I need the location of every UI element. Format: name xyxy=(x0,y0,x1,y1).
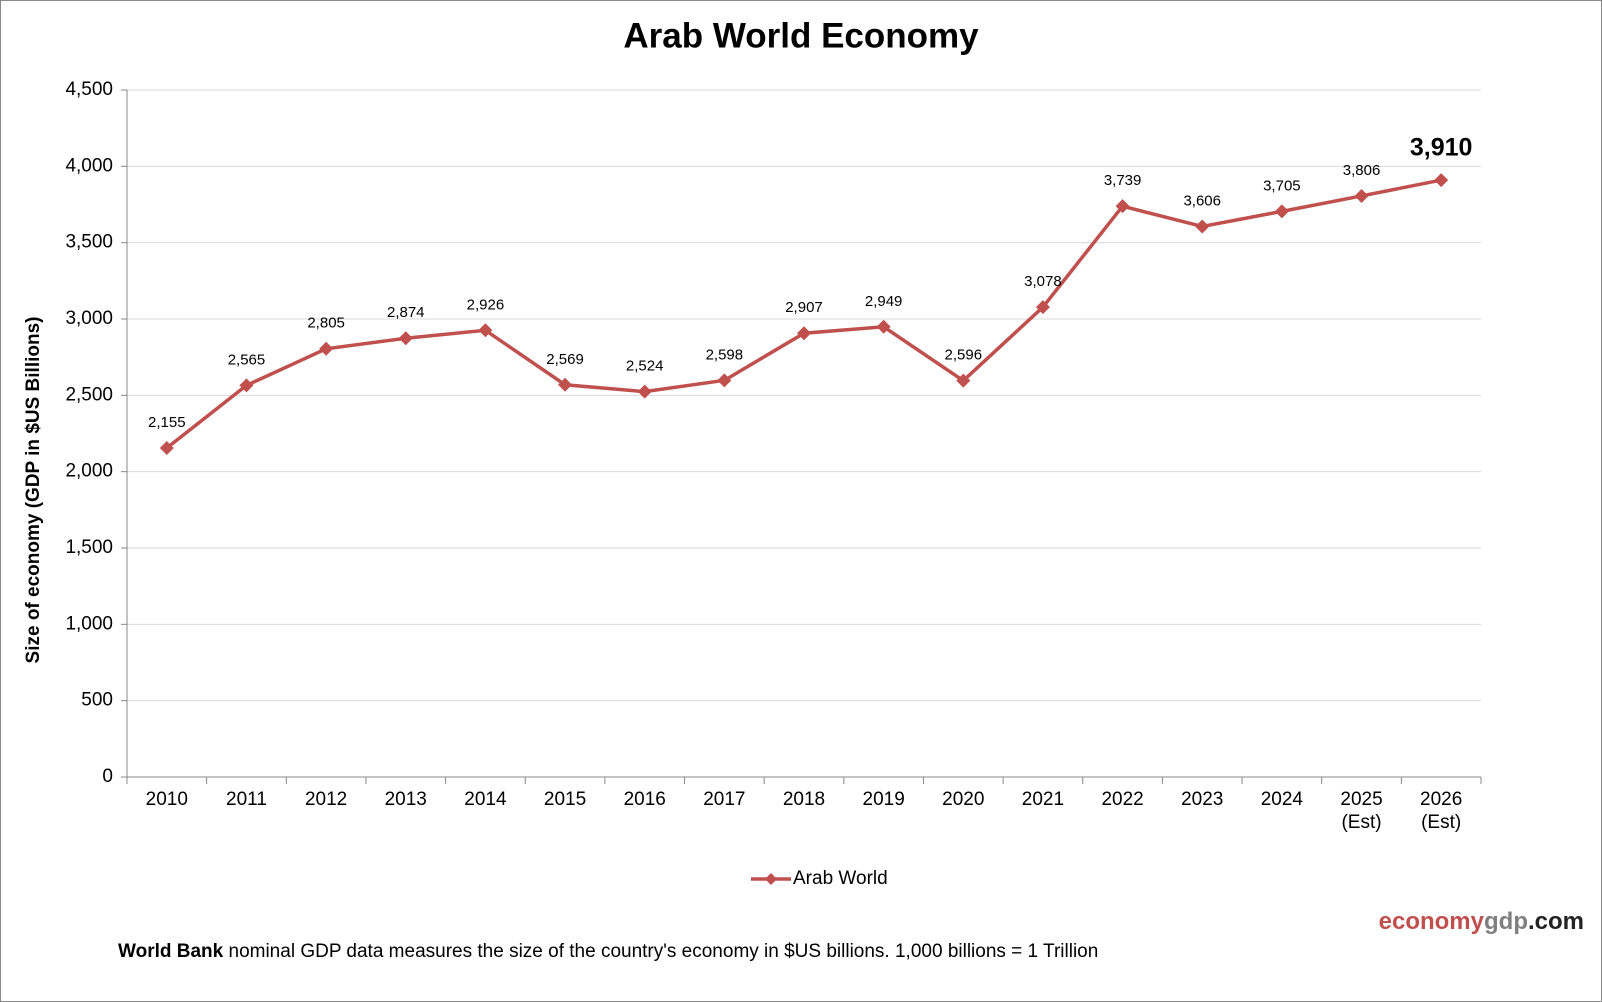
y-tick-label: 3,500 xyxy=(65,232,113,253)
footnote-text: nominal GDP data measures the size of th… xyxy=(228,941,1099,962)
y-tick-label: 2,500 xyxy=(65,384,113,405)
data-label: 2,596 xyxy=(945,347,983,364)
marker xyxy=(956,373,971,388)
marker xyxy=(1195,219,1210,234)
footnote: World Bank nominal GDP data measures the… xyxy=(118,941,1098,963)
marker xyxy=(876,319,891,334)
y-tick-label: 4,500 xyxy=(65,79,113,100)
y-tick-label: 500 xyxy=(81,690,113,711)
x-tick-label: 2016 xyxy=(623,789,666,810)
chart-title: Arab World Economy xyxy=(623,16,979,55)
data-label: 2,949 xyxy=(865,293,903,310)
x-tick-label: 2023 xyxy=(1181,789,1224,810)
marker xyxy=(319,341,334,356)
marker xyxy=(159,441,174,456)
x-tick-label: 2020 xyxy=(942,789,985,810)
x-tick-label: 2013 xyxy=(384,789,427,810)
marker xyxy=(1035,300,1050,315)
watermark-part: gdp xyxy=(1484,908,1528,935)
data-label: 2,155 xyxy=(148,414,186,431)
x-tick-label: 2022 xyxy=(1101,789,1144,810)
data-label: 3,806 xyxy=(1343,162,1381,179)
data-label: 2,926 xyxy=(467,296,505,313)
marker xyxy=(1434,173,1449,188)
data-label: 2,907 xyxy=(785,299,823,316)
data-label: 3,606 xyxy=(1183,192,1221,209)
watermark-part: .com xyxy=(1527,908,1584,935)
watermark: economygdp.com xyxy=(1379,908,1584,936)
marker xyxy=(717,373,732,388)
x-tick-label: 2025 (Est) xyxy=(1340,789,1383,833)
marker xyxy=(797,326,811,341)
data-label: 2,524 xyxy=(626,358,664,375)
data-label: 3,739 xyxy=(1104,172,1142,189)
y-tick-label: 1,500 xyxy=(65,537,113,558)
legend-label: Arab World xyxy=(793,868,888,889)
y-tick-label: 0 xyxy=(102,766,113,787)
y-axis-label: Size of economy (GDP in $US Billions) xyxy=(23,317,44,664)
marker xyxy=(398,331,413,346)
marker xyxy=(478,323,493,338)
marker xyxy=(637,384,652,399)
marker xyxy=(1274,204,1289,219)
x-tick-label: 2015 xyxy=(543,789,587,810)
x-tick-label: 2017 xyxy=(703,789,746,810)
x-tick-label: 2026 (Est) xyxy=(1420,789,1463,833)
marker xyxy=(1354,188,1369,203)
x-tick-label: 2018 xyxy=(782,789,826,810)
data-label: 3,078 xyxy=(1024,273,1062,290)
data-label: 3,910 xyxy=(1410,134,1473,162)
x-tick-label: 2011 xyxy=(226,789,267,810)
footnote-bold: World Bank xyxy=(118,941,224,962)
marker xyxy=(558,377,573,392)
marker xyxy=(239,378,254,393)
y-tick-label: 4,000 xyxy=(65,155,113,176)
y-tick-label: 3,000 xyxy=(65,308,113,329)
data-label: 2,805 xyxy=(307,315,345,332)
data-label: 2,565 xyxy=(228,351,266,368)
data-label: 2,598 xyxy=(706,346,744,363)
marker xyxy=(1115,199,1130,214)
data-label: 2,569 xyxy=(546,351,584,368)
y-tick-label: 2,000 xyxy=(65,461,113,482)
x-tick-label: 2024 xyxy=(1260,789,1304,810)
data-label: 2,874 xyxy=(387,304,425,321)
x-tick-label: 2012 xyxy=(304,789,348,810)
x-tick-label: 2014 xyxy=(464,789,507,810)
legend-marker xyxy=(765,873,777,885)
x-tick-label: 2019 xyxy=(862,789,905,810)
y-tick-label: 1,000 xyxy=(65,613,113,634)
watermark-part: economy xyxy=(1378,908,1484,935)
x-tick-label: 2010 xyxy=(145,789,188,810)
x-tick-label: 2021 xyxy=(1021,789,1065,810)
data-label: 3,705 xyxy=(1263,177,1301,194)
